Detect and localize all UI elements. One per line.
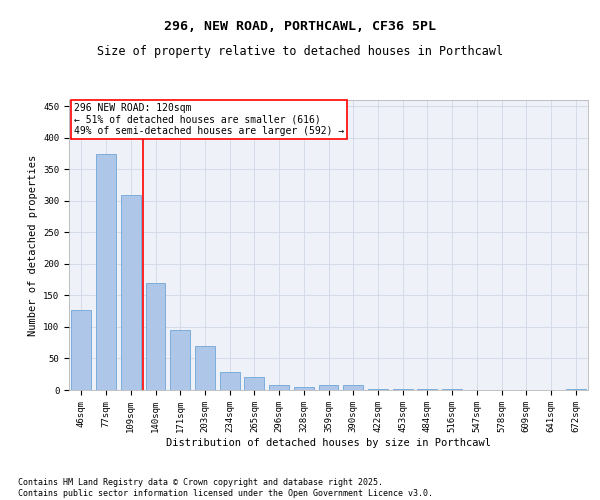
Bar bbox=[195, 346, 215, 390]
Y-axis label: Number of detached properties: Number of detached properties bbox=[28, 154, 38, 336]
Bar bbox=[121, 194, 140, 390]
Bar bbox=[294, 387, 314, 390]
Bar bbox=[269, 385, 289, 390]
Bar bbox=[220, 372, 239, 390]
Bar bbox=[319, 385, 338, 390]
Bar bbox=[244, 378, 264, 390]
Bar bbox=[146, 283, 166, 390]
Text: 296, NEW ROAD, PORTHCAWL, CF36 5PL: 296, NEW ROAD, PORTHCAWL, CF36 5PL bbox=[164, 20, 436, 33]
Bar bbox=[368, 388, 388, 390]
Text: Size of property relative to detached houses in Porthcawl: Size of property relative to detached ho… bbox=[97, 45, 503, 58]
Text: Contains HM Land Registry data © Crown copyright and database right 2025.
Contai: Contains HM Land Registry data © Crown c… bbox=[18, 478, 433, 498]
Bar bbox=[96, 154, 116, 390]
Bar bbox=[170, 330, 190, 390]
X-axis label: Distribution of detached houses by size in Porthcawl: Distribution of detached houses by size … bbox=[166, 438, 491, 448]
Bar bbox=[71, 310, 91, 390]
Text: 296 NEW ROAD: 120sqm
← 51% of detached houses are smaller (616)
49% of semi-deta: 296 NEW ROAD: 120sqm ← 51% of detached h… bbox=[74, 103, 344, 136]
Bar bbox=[343, 385, 363, 390]
